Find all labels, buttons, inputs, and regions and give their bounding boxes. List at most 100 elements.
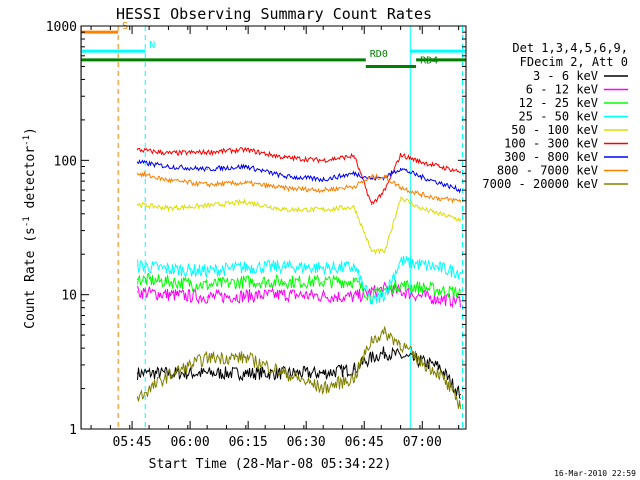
data-point	[322, 372, 324, 374]
data-point	[459, 300, 462, 302]
series-layer	[136, 147, 462, 409]
legend-header-decimation: FDecim 2, Att 0	[520, 55, 628, 69]
data-point	[370, 339, 373, 341]
data-point	[400, 154, 402, 156]
data-point	[136, 291, 139, 293]
y-tick-label: 10	[61, 289, 77, 304]
data-point	[459, 200, 462, 202]
data-point	[370, 178, 373, 180]
data-point	[353, 368, 355, 370]
data-point	[136, 372, 139, 374]
legend-header-detectors: Det 1,3,4,5,6,9,	[512, 41, 628, 55]
x-tick-label: 06:00	[171, 435, 210, 450]
legend-label: 3 - 6 keV	[533, 69, 598, 83]
y-label-sup2: -1	[22, 135, 32, 146]
x-tick-label: 06:15	[229, 435, 268, 450]
series-2	[136, 272, 462, 305]
x-tick-label: 05:45	[113, 435, 152, 450]
y-label-sup1: -1	[22, 216, 32, 227]
x-tick-label: 07:00	[403, 435, 442, 450]
legend-label: 800 - 7000 keV	[497, 164, 598, 178]
data-point	[370, 357, 373, 359]
data-point	[245, 266, 247, 268]
data-point	[167, 207, 170, 209]
legend-label: 50 - 100 keV	[511, 123, 598, 137]
mode-bar-label: N	[149, 40, 155, 51]
data-point	[245, 149, 247, 151]
data-point	[370, 176, 373, 178]
data-point	[283, 187, 286, 189]
data-point	[400, 167, 402, 170]
data-point	[206, 151, 208, 153]
data-point	[370, 296, 373, 298]
series-line	[137, 147, 461, 205]
data-point	[459, 219, 462, 221]
data-point	[400, 260, 402, 262]
data-point	[206, 183, 208, 186]
y-label-mid: detector	[23, 146, 38, 217]
data-point	[370, 203, 373, 205]
data-point	[167, 294, 170, 296]
data-point	[206, 372, 208, 374]
data-point	[167, 281, 170, 283]
data-point	[136, 203, 139, 205]
data-point	[400, 196, 402, 198]
data-point	[167, 268, 170, 270]
data-point	[353, 185, 355, 187]
data-point	[245, 201, 247, 203]
legend-label: 300 - 800 keV	[504, 150, 598, 164]
data-point	[206, 296, 208, 298]
data-point	[419, 295, 421, 297]
y-axis-label: Count Rate (s-1 detector-1)	[22, 127, 38, 329]
data-point	[283, 294, 286, 296]
series-5	[136, 147, 462, 205]
y-tick-label: 1	[69, 423, 77, 438]
series-line	[137, 197, 461, 256]
data-point	[370, 301, 373, 303]
data-point	[384, 288, 386, 290]
data-point	[322, 159, 324, 161]
x-tick-label: 06:45	[345, 435, 384, 450]
series-line	[137, 281, 461, 309]
data-point	[419, 360, 421, 362]
data-point	[438, 165, 440, 168]
data-point	[459, 292, 462, 294]
data-point	[353, 280, 355, 282]
data-point	[370, 291, 373, 293]
data-point	[322, 267, 324, 269]
data-point	[419, 160, 421, 163]
data-point	[283, 265, 286, 268]
data-point	[353, 206, 355, 208]
series-1	[136, 281, 462, 309]
plot-frame	[80, 25, 467, 430]
data-point	[459, 394, 462, 396]
data-point	[136, 172, 139, 174]
y-tick-label: 100	[54, 154, 77, 169]
data-point	[322, 189, 324, 191]
data-point	[438, 267, 440, 269]
data-point	[245, 372, 247, 374]
data-point	[400, 343, 402, 345]
data-point	[384, 250, 386, 252]
data-point	[245, 295, 247, 297]
x-axis-label: Start Time (28-Mar-08 05:34:22)	[149, 457, 392, 472]
x-tick-label: 06:30	[287, 435, 326, 450]
series-line	[137, 255, 461, 306]
data-point	[206, 168, 208, 170]
series-8	[136, 326, 462, 409]
data-point	[400, 186, 402, 188]
data-point	[438, 182, 440, 184]
data-point	[384, 332, 386, 334]
data-point	[438, 289, 440, 291]
data-point	[419, 286, 421, 289]
data-point	[167, 152, 170, 154]
mode-bar-label: RD4	[420, 55, 438, 66]
data-point	[283, 281, 286, 283]
data-point	[245, 357, 247, 359]
legend-label: 100 - 300 keV	[504, 137, 598, 151]
data-point	[353, 377, 355, 379]
data-point	[384, 352, 386, 354]
data-point	[283, 372, 286, 374]
